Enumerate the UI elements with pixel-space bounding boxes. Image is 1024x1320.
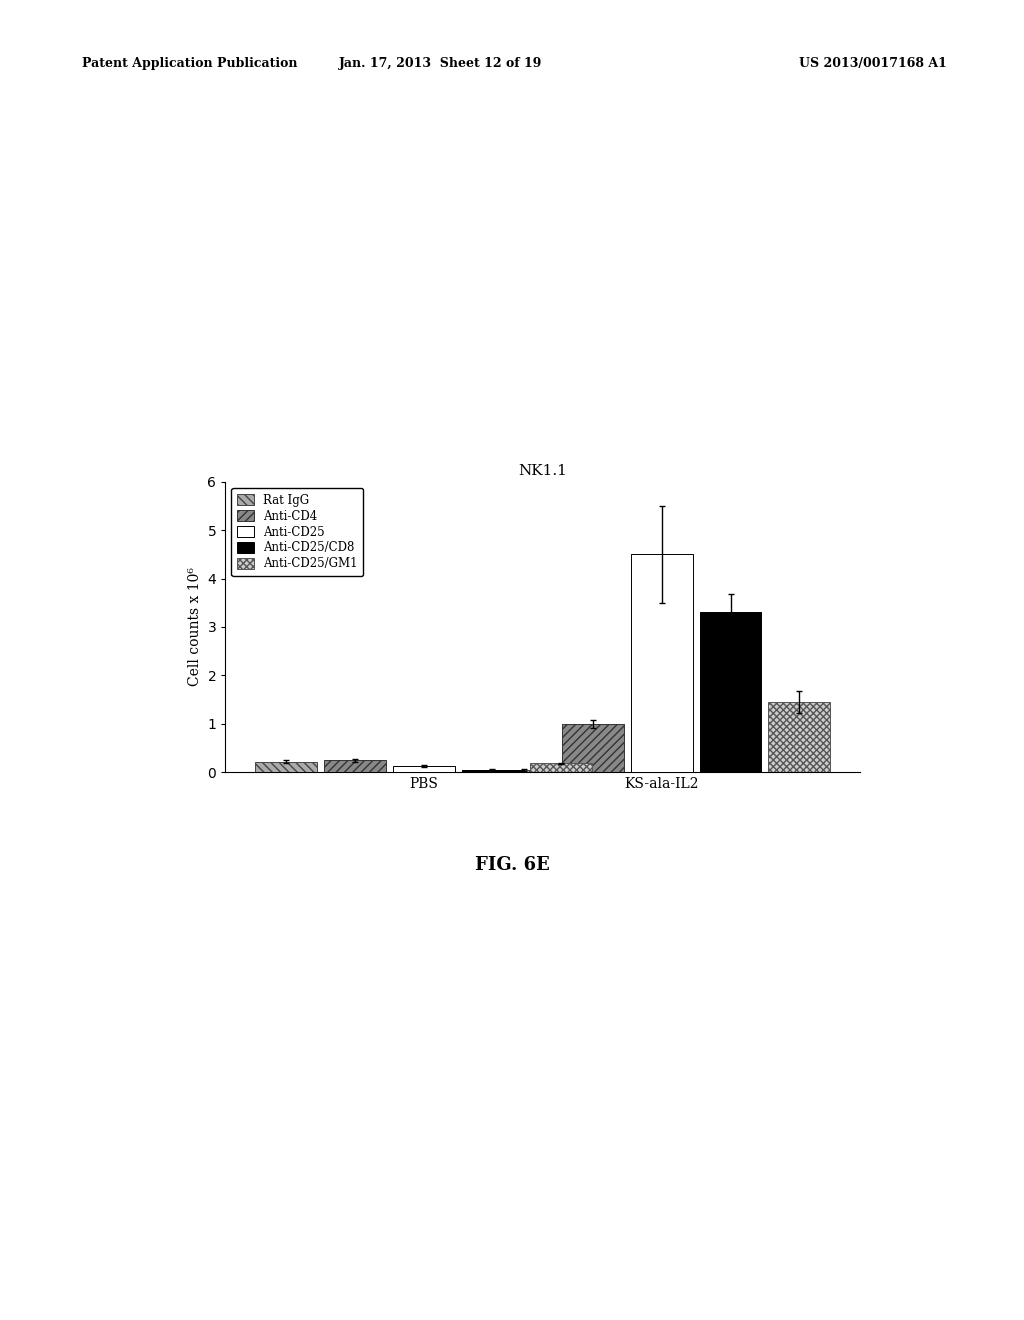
Bar bbox=[324, 760, 386, 772]
Text: US 2013/0017168 A1: US 2013/0017168 A1 bbox=[799, 57, 946, 70]
Bar bbox=[768, 702, 830, 772]
Y-axis label: Cell counts x 10⁶: Cell counts x 10⁶ bbox=[187, 568, 202, 686]
Bar bbox=[699, 612, 762, 772]
Bar bbox=[530, 763, 592, 772]
Text: Patent Application Publication: Patent Application Publication bbox=[82, 57, 297, 70]
Title: NK1.1: NK1.1 bbox=[518, 463, 567, 478]
Bar bbox=[494, 770, 555, 772]
Bar bbox=[393, 766, 455, 772]
Bar bbox=[462, 770, 523, 772]
Legend: Rat IgG, Anti-CD4, Anti-CD25, Anti-CD25/CD8, Anti-CD25/GM1: Rat IgG, Anti-CD4, Anti-CD25, Anti-CD25/… bbox=[231, 487, 364, 577]
Bar bbox=[255, 762, 317, 772]
Text: Jan. 17, 2013  Sheet 12 of 19: Jan. 17, 2013 Sheet 12 of 19 bbox=[339, 57, 542, 70]
Bar bbox=[631, 554, 692, 772]
Bar bbox=[562, 723, 624, 772]
Text: FIG. 6E: FIG. 6E bbox=[475, 855, 549, 874]
